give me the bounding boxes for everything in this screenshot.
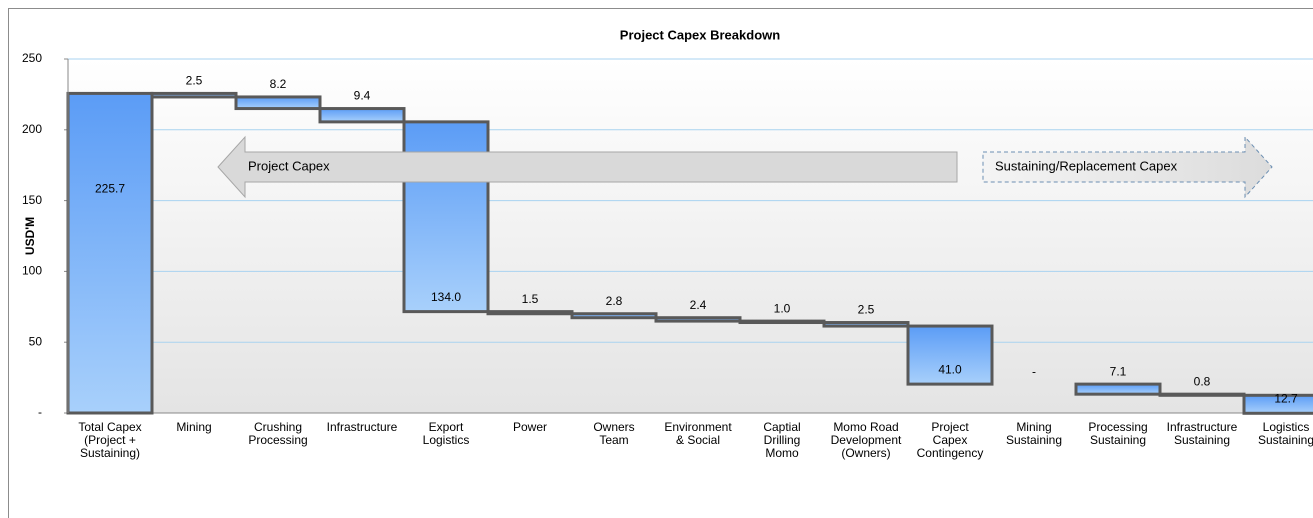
value-label: 12.7 bbox=[1274, 391, 1298, 405]
project-capex-arrow bbox=[217, 135, 958, 199]
bar bbox=[738, 319, 826, 325]
sustaining-capex-arrow bbox=[982, 135, 1273, 199]
plot-area bbox=[68, 59, 1313, 413]
y-tick-label: 150 bbox=[22, 193, 42, 207]
bar bbox=[822, 321, 910, 328]
chart-title: Project Capex Breakdown bbox=[620, 27, 780, 42]
bar bbox=[1242, 393, 1313, 415]
annotation: Sustaining/Replacement Capex bbox=[995, 158, 1178, 173]
value-label: 134.0 bbox=[431, 290, 461, 304]
x-tick-label: Total Capex (Project + Sustaining) bbox=[78, 420, 142, 460]
x-tick-label: Mining bbox=[176, 420, 212, 434]
value-label: 7.1 bbox=[1110, 364, 1127, 378]
value-label: 41.0 bbox=[938, 362, 962, 376]
x-tick-label: Power bbox=[512, 420, 547, 434]
bar bbox=[234, 95, 322, 111]
x-tick-label: Crushing Processing bbox=[248, 420, 308, 447]
value-label: 1.5 bbox=[522, 292, 539, 306]
x-tick-label: Project Capex Contingency bbox=[916, 420, 984, 460]
bar bbox=[906, 324, 994, 386]
annotation: Project Capex bbox=[248, 158, 330, 173]
bar bbox=[318, 107, 406, 124]
value-label: - bbox=[1032, 364, 1036, 378]
x-tick-label: Momo Road Development (Owners) bbox=[830, 420, 902, 460]
x-tick-label: Environment & Social bbox=[664, 420, 732, 447]
x-tick-label: Export Logistics bbox=[422, 420, 470, 447]
x-tick-label: Owners Team bbox=[593, 420, 635, 447]
value-label: 1.0 bbox=[774, 301, 791, 315]
bar bbox=[654, 316, 742, 323]
bar bbox=[1074, 382, 1162, 396]
value-label: 2.5 bbox=[858, 303, 875, 317]
y-tick-label: - bbox=[38, 405, 42, 419]
y-tick-label: 50 bbox=[29, 334, 43, 348]
bar bbox=[486, 310, 574, 316]
y-tick-label: 250 bbox=[22, 51, 42, 65]
value-label: 225.7 bbox=[95, 181, 125, 195]
x-tick-label: Infrastructure Sustaining bbox=[1166, 420, 1238, 447]
y-tick-label: 100 bbox=[22, 264, 42, 278]
x-tick-label: Logistics Sustaining bbox=[1257, 420, 1313, 447]
x-tick-label: Captial Drilling Momo bbox=[763, 420, 801, 460]
value-label: 2.5 bbox=[186, 74, 203, 88]
x-tick-label: Infrastructure bbox=[326, 420, 398, 434]
bar bbox=[66, 91, 154, 415]
x-tick-label: Mining Sustaining bbox=[1005, 420, 1063, 447]
bar bbox=[1158, 392, 1246, 397]
value-label: 0.8 bbox=[1194, 374, 1211, 388]
bar bbox=[570, 312, 658, 320]
value-label: 2.8 bbox=[606, 294, 623, 308]
bar bbox=[150, 91, 238, 99]
value-label: 8.2 bbox=[270, 77, 287, 91]
bar bbox=[402, 120, 490, 314]
value-label: 9.4 bbox=[354, 89, 371, 103]
y-axis-label: USD'M bbox=[23, 217, 37, 255]
y-tick-label: 200 bbox=[22, 122, 42, 136]
value-label: 2.4 bbox=[690, 298, 707, 312]
x-tick-label: Processing Sustaining bbox=[1088, 420, 1148, 447]
